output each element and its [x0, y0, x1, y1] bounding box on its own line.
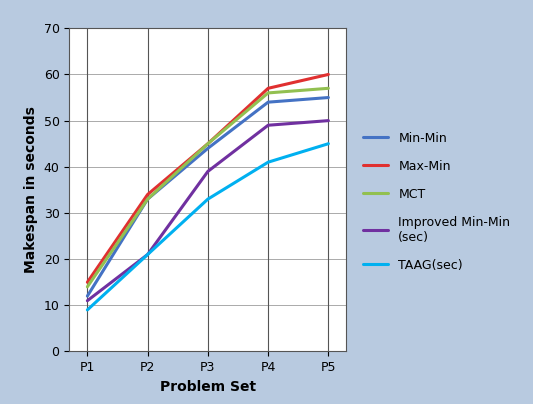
Legend: Min-Min, Max-Min, MCT, Improved Min-Min
(sec), TAAG(sec): Min-Min, Max-Min, MCT, Improved Min-Min …: [364, 132, 511, 272]
Y-axis label: Makespan in seconds: Makespan in seconds: [24, 106, 38, 274]
X-axis label: Problem Set: Problem Set: [160, 380, 256, 394]
